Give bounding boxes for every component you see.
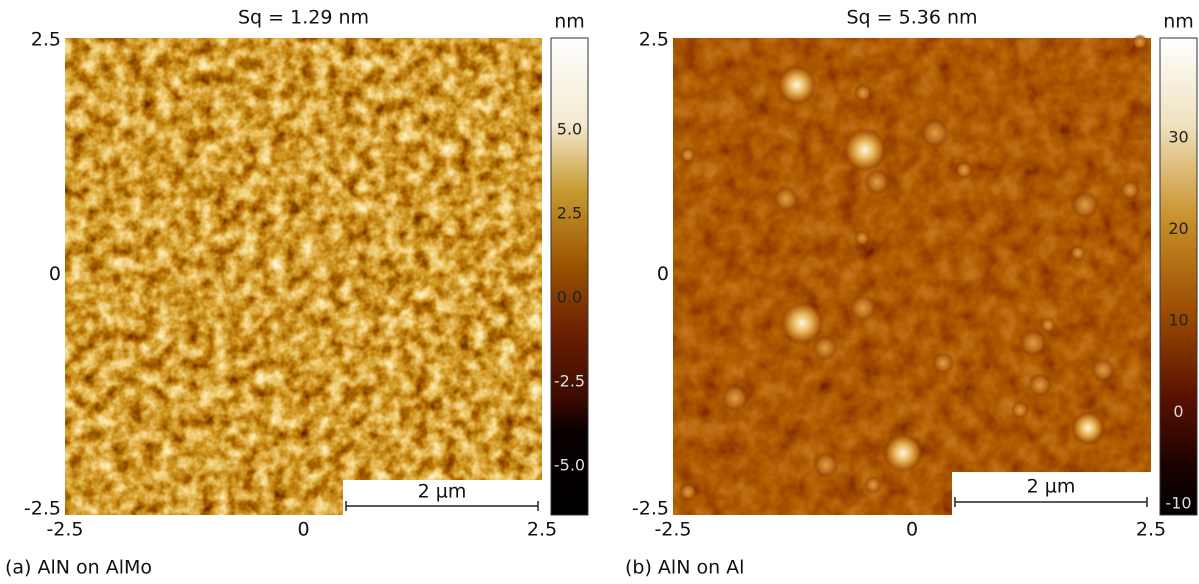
colorbar-tick-label: -5.0 (554, 456, 585, 475)
afm-image (65, 38, 542, 515)
panel-title: Sq = 1.29 nm (238, 7, 369, 29)
y-tick-label: 0 (49, 263, 61, 285)
scale-bar (952, 472, 1151, 515)
scale-bar-label: 2 µm (418, 481, 467, 503)
x-tick-label: 2.5 (527, 519, 557, 541)
x-tick-label: 0 (906, 519, 918, 541)
colorbar-tick-label: -2.5 (554, 372, 585, 391)
x-tick-label: -2.5 (654, 519, 691, 541)
colorbar-tick-label: 0.0 (557, 288, 582, 307)
panel-title: Sq = 5.36 nm (846, 7, 977, 29)
x-tick-label: 2.5 (1136, 519, 1166, 541)
colorbar-tick-label: 0 (1173, 402, 1183, 421)
x-tick-label: -2.5 (46, 519, 83, 541)
colorbar (550, 37, 589, 516)
colorbar-tick-label: 2.5 (557, 204, 582, 223)
caption: (a) AlN on AlMo (5, 557, 152, 579)
colorbar-tick-label: -10 (1165, 494, 1191, 513)
caption: (b) AlN on Al (625, 557, 744, 579)
colorbar-unit: nm (1163, 11, 1194, 33)
y-tick-label: -2.5 (24, 498, 61, 520)
scale-bar-label: 2 µm (1027, 476, 1076, 498)
colorbar-tick-label: 5.0 (557, 120, 582, 139)
colorbar-unit: nm (554, 11, 585, 33)
y-tick-label: 2.5 (31, 29, 61, 51)
grains (679, 34, 1148, 501)
colorbar (1159, 37, 1198, 516)
y-tick-label: 0 (657, 263, 669, 285)
y-tick-label: 2.5 (639, 29, 669, 51)
scale-bar (343, 480, 542, 515)
y-tick-label: -2.5 (632, 498, 669, 520)
colorbar-tick-label: 30 (1168, 128, 1188, 147)
x-tick-label: 0 (297, 519, 309, 541)
colorbar-tick-label: 20 (1168, 219, 1188, 238)
colorbar-tick-label: 10 (1168, 311, 1188, 330)
